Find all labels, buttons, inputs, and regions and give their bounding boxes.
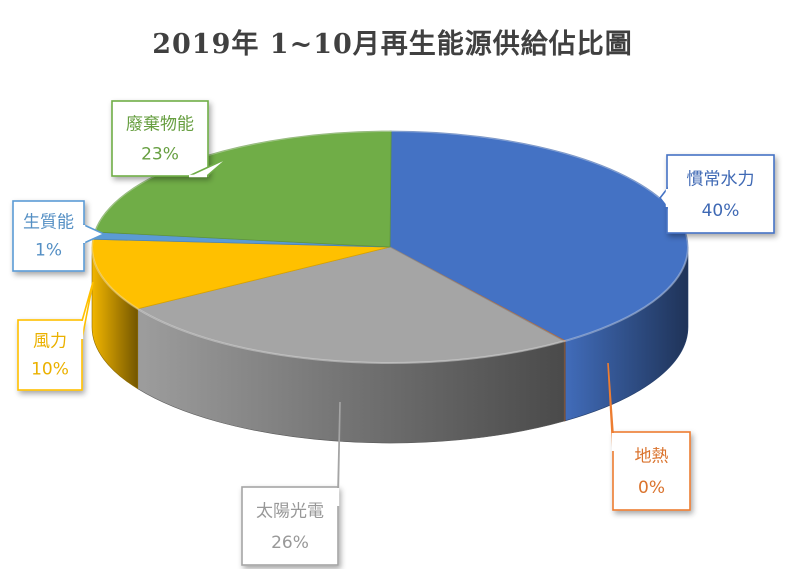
- callout-4: 生質能 1%: [12, 200, 106, 272]
- callout-box-1: [612, 431, 691, 511]
- slice-category-label: 廢棄物能: [126, 115, 194, 135]
- slice-value-label: 1%: [35, 241, 62, 261]
- callout-1: 地熱 0%: [607, 362, 691, 511]
- callout-box-2: [241, 486, 339, 566]
- slice-category-label: 風力: [33, 332, 67, 352]
- callout-5: 廢棄物能 23%: [111, 100, 229, 178]
- slice-category-label: 地熱: [635, 447, 669, 467]
- callouts: 慣常水力 40% 地熱 0% 太陽光電 26% 風力 10% 生質能 1% 廢棄物能 23%: [12, 100, 775, 566]
- slice-value-label: 23%: [141, 145, 179, 165]
- callout-0: 慣常水力 40%: [658, 154, 775, 234]
- callout-box-3: [17, 319, 83, 391]
- slice-value-label: 26%: [271, 533, 309, 553]
- slice-category-label: 生質能: [23, 213, 74, 233]
- callout-3: 風力 10%: [17, 281, 94, 391]
- pie-slice-3: [91, 238, 391, 310]
- slice-value-label: 0%: [638, 478, 665, 498]
- slice-category-label: 太陽光電: [256, 502, 324, 522]
- chart-title: 2019年 1~10月再生能源供給佔比圖: [152, 29, 633, 60]
- slice-category-label: 慣常水力: [687, 170, 755, 190]
- pie-slice-2: [136, 246, 566, 364]
- callout-2: 太陽光電 26%: [241, 401, 341, 566]
- slice-value-label: 10%: [31, 360, 69, 380]
- callout-box-0: [666, 154, 775, 234]
- pie-tops: [91, 130, 689, 364]
- callout-box-5: [111, 100, 209, 177]
- callout-pointer-3: [81, 281, 94, 340]
- slice-value-label: 40%: [702, 201, 740, 221]
- pie-rim: [91, 130, 689, 364]
